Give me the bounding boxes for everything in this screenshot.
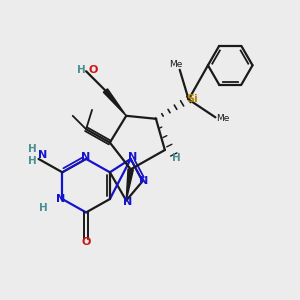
Text: Me: Me	[216, 114, 230, 123]
Text: N: N	[38, 150, 48, 160]
Text: H: H	[39, 203, 47, 213]
Polygon shape	[103, 89, 126, 116]
Text: O: O	[89, 65, 98, 75]
Text: Me: Me	[169, 60, 183, 69]
Text: N: N	[123, 197, 132, 207]
Text: H: H	[28, 156, 36, 166]
Text: H: H	[28, 144, 36, 154]
Text: Si: Si	[186, 94, 198, 104]
Text: H: H	[172, 153, 181, 163]
Text: N: N	[82, 152, 91, 162]
Text: N: N	[140, 176, 149, 186]
Text: H: H	[77, 65, 86, 75]
Text: O: O	[81, 236, 91, 247]
Text: N: N	[128, 152, 137, 162]
Text: N: N	[56, 194, 65, 204]
Polygon shape	[126, 169, 133, 200]
